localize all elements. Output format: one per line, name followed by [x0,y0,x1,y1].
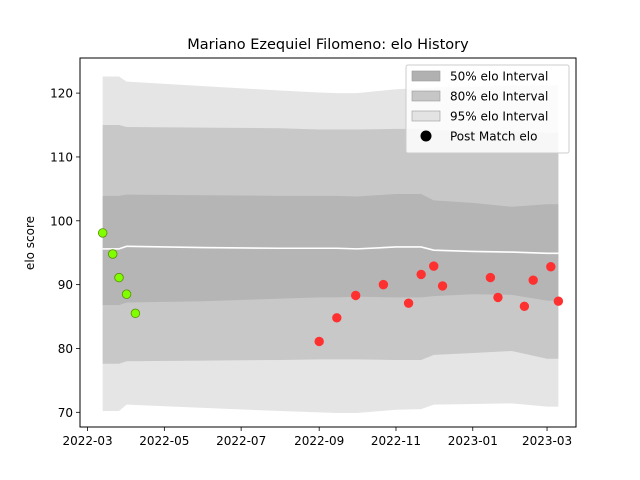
legend-swatch-0 [411,70,441,82]
y-axis-ticks: 70 80 90 100 110 120 [50,87,80,420]
y-tick-label-90: 90 [58,278,73,292]
elo-point-red-2 [350,290,361,301]
elo-point-red-9 [493,292,503,303]
y-tick-label-100: 100 [50,214,73,228]
legend-marker-3 [420,130,432,142]
y-tick-label-110: 110 [50,150,73,164]
elo-point-red-10 [519,301,530,312]
x-tick-label-2022-09: 2022-09 [294,434,344,448]
elo-point-green-4 [130,308,141,319]
x-tick-label-2023-01: 2023-01 [448,434,498,448]
elo-point-green-2 [114,272,124,283]
elo-point-red-12 [546,262,556,272]
elo-point-red-3 [378,279,389,290]
legend-swatch-1 [411,90,441,102]
mean-elo-line [102,245,559,255]
x-tick-label-2022-03: 2022-03 [62,434,112,448]
y-tick-label-80: 80 [58,342,73,356]
elo-point-green-3 [121,289,132,299]
elo-point-red-8 [485,272,496,283]
elo-point-green-0 [97,228,108,238]
legend: 50% elo Interval 80% elo Interval 95% elo … [405,64,570,154]
legend-label-1: 80% elo Interval [450,90,548,104]
x-tick-label-2022-05: 2022-05 [139,434,189,448]
y-tick-label-70: 70 [58,406,73,420]
elo-point-red-4 [403,298,414,308]
legend-label-3: Post Match elo [450,130,537,144]
legend-label-0: 50% elo Interval [450,70,548,84]
elo-point-red-1 [332,313,342,323]
elo-point-red-7 [437,281,448,291]
elo-point-red-13 [553,296,564,306]
elo-point-red-0 [314,336,324,347]
elo-point-green-1 [108,249,118,259]
plot-frame [79,57,577,428]
legend-label-2: 95% elo Interval [450,110,548,124]
interval-bands [102,76,559,413]
y-tick-label-120: 120 [50,87,73,101]
elo-point-red-11 [528,275,538,285]
x-tick-label-2022-11: 2022-11 [371,434,421,448]
elo-point-red-5 [416,269,426,280]
x-axis-ticks: 2022-03 2022-05 2022-07 2022-09 2022-11 2023-… [62,427,572,448]
legend-box [405,64,570,154]
x-tick-label-2022-07: 2022-07 [216,434,266,448]
post-match-points [97,228,564,347]
band-50 [102,193,559,306]
x-tick-label-2023-03: 2023-03 [522,434,572,448]
y-axis-label: elo score [23,216,37,270]
mean-elo-line-group [102,245,559,255]
chart-title: Mariano Ezequiel Filomeno: elo History [187,37,469,53]
elo-point-red-6 [429,261,439,271]
legend-swatch-2 [411,110,441,122]
